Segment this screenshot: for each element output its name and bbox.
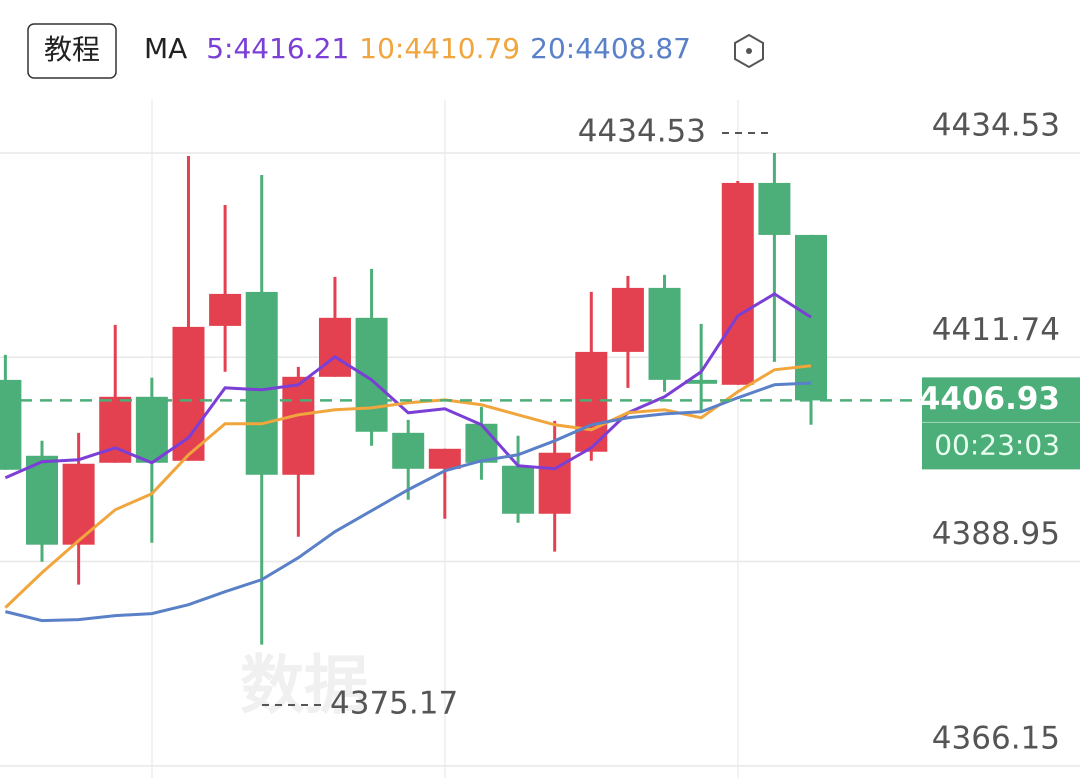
candle-body: [392, 432, 425, 469]
y-tick-label: 4411.74: [932, 312, 1060, 348]
candle-body: [575, 351, 608, 452]
ma-legend-entry: 10:4410.79: [359, 32, 520, 65]
ma-title: MA: [144, 32, 187, 65]
countdown: 00:23:03: [934, 428, 1060, 461]
y-tick-label: 4388.95: [932, 516, 1060, 552]
last-price-box: [922, 377, 1080, 470]
candle-body: [648, 287, 681, 380]
header-bg: [0, 0, 1080, 100]
candle-body: [685, 379, 718, 384]
candle-body: [318, 317, 351, 377]
last-price-label: 4406.93: [919, 381, 1060, 417]
tutorial-button-label[interactable]: 教程: [44, 33, 100, 66]
ma-legend-entry: 20:4408.87: [530, 32, 691, 65]
y-tick-label: 4366.15: [932, 720, 1060, 756]
high-label: 4434.53: [578, 114, 706, 150]
candle-body: [721, 182, 754, 385]
candle-body: [355, 317, 388, 432]
candle-body: [0, 379, 22, 470]
candle-body: [172, 326, 205, 461]
candle-body: [428, 448, 461, 469]
y-tick-label: 4434.53: [932, 108, 1060, 144]
ma-line: [4, 292, 812, 480]
candle-body: [282, 376, 315, 475]
ma-legend: MA 5:4416.21 10:4410.79 20:4408.87: [144, 32, 691, 65]
tutorial-button[interactable]: [27, 23, 117, 79]
candle-body: [611, 287, 644, 352]
candle-body: [465, 423, 498, 463]
low-label: 4375.17: [330, 686, 458, 722]
candle-body: [502, 465, 535, 514]
candle-body: [245, 291, 278, 475]
ma-legend-entry: 5:4416.21: [206, 32, 349, 65]
candle-body: [795, 234, 828, 401]
watermark: 数据: [240, 650, 368, 724]
candle-body: [758, 182, 791, 235]
candle-body: [26, 455, 58, 545]
candle-body: [135, 396, 168, 463]
hexagon[interactable]: [734, 33, 764, 69]
dot[interactable]: [746, 48, 752, 54]
ma-line: [5, 381, 812, 623]
settings-icon[interactable]: [734, 33, 764, 69]
candle-body: [209, 293, 242, 326]
